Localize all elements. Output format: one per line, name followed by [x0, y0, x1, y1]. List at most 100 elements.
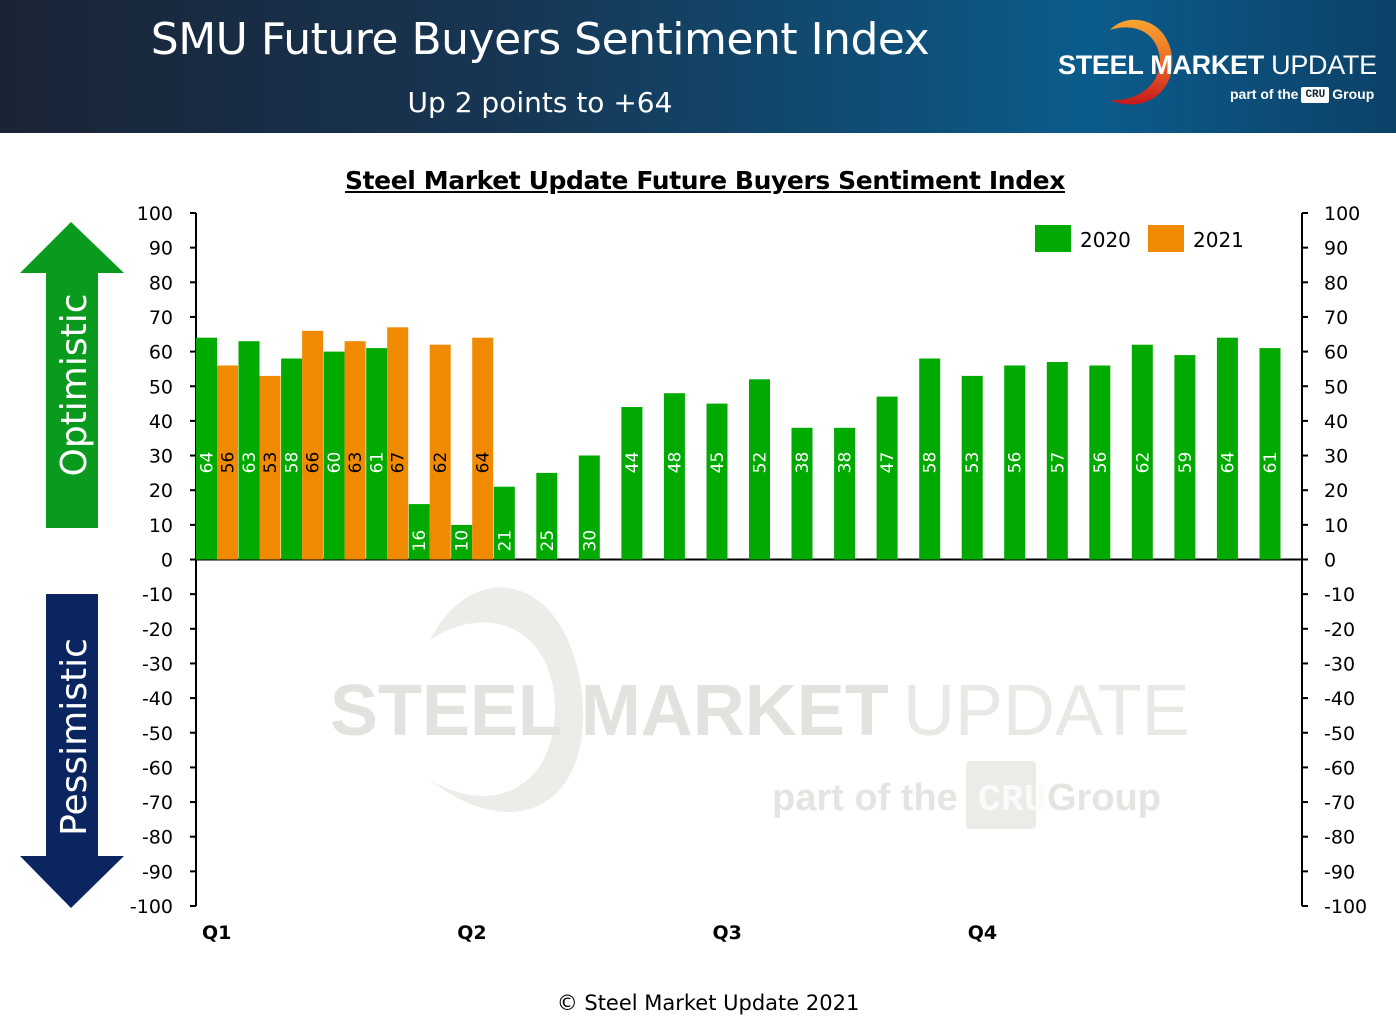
banner-title: SMU Future Buyers Sentiment Index	[150, 14, 930, 65]
cru-badge: CRU	[1301, 87, 1330, 104]
pessimistic-label: Pessimistic	[54, 638, 95, 836]
bar-label-2021: 64	[474, 452, 494, 474]
bar-2020	[366, 348, 388, 560]
bar-label-2020: 56	[1091, 452, 1111, 474]
bar-2020	[834, 427, 856, 560]
bar-2020	[1174, 355, 1196, 560]
bar-label-2020: 62	[1133, 452, 1153, 474]
right-tick-label: -10	[1324, 584, 1355, 606]
watermark-cru-text: CRU	[978, 779, 1046, 822]
bar-2020	[196, 337, 217, 560]
right-tick-label: 60	[1324, 342, 1348, 364]
bar-2021	[472, 337, 494, 560]
logo-brand-light: UPDATE	[1271, 50, 1377, 80]
right-tick-label: -40	[1324, 688, 1355, 710]
smu-logo: STEEL MARKET UPDATE part of the CRU Group	[1050, 10, 1390, 125]
bar-label-2021: 62	[431, 452, 451, 474]
optimistic-arrow: Optimistic	[20, 222, 124, 528]
left-tick-label: -90	[142, 861, 173, 883]
pessimistic-arrow: Pessimistic	[20, 594, 124, 908]
logo-sub-suffix: Group	[1332, 86, 1375, 102]
bar-label-2020: 48	[665, 452, 685, 474]
bar-label-2021: 67	[389, 452, 409, 474]
watermark: STEEL MARKET UPDATE part of the CRU Grou…	[330, 587, 1190, 829]
left-tick-label: -50	[142, 723, 173, 745]
watermark-brand-bold: STEEL MARKET	[330, 671, 889, 751]
bar-2020	[408, 504, 430, 560]
logo-crescent-icon	[1110, 19, 1173, 105]
bar-label-2020: 56	[1006, 452, 1026, 474]
bar-2021	[387, 327, 409, 560]
bar-2020	[1046, 362, 1068, 560]
bar-label-2020: 63	[240, 452, 260, 474]
bars	[196, 327, 1281, 560]
right-tick-label: 0	[1324, 550, 1336, 572]
quarter-label-q4: Q4	[968, 922, 997, 944]
right-tick-label: 70	[1324, 307, 1348, 329]
chart-title: Steel Market Update Future Buyers Sentim…	[345, 166, 1065, 195]
bar-label-2021: 53	[261, 452, 281, 474]
left-tick-label: 50	[149, 376, 173, 398]
left-tick-label: -30	[142, 653, 173, 675]
right-tick-label: -80	[1324, 827, 1355, 849]
bar-label-2021: 66	[304, 452, 324, 474]
legend: 2020 2021	[1035, 225, 1244, 252]
bar-label-2020: 38	[836, 452, 856, 474]
left-tick-label: -20	[142, 619, 173, 641]
left-tick-label: 70	[149, 307, 173, 329]
bar-2020	[791, 427, 813, 560]
right-tick-label: -100	[1324, 896, 1367, 918]
left-tick-label: 100	[137, 203, 173, 225]
bar-label-2020: 60	[325, 452, 345, 474]
right-tick-label: 40	[1324, 411, 1348, 433]
bar-label-2020: 10	[453, 530, 473, 552]
bar-label-2021: 56	[219, 452, 239, 474]
quarter-label-q1: Q1	[202, 922, 231, 944]
right-tick-label: -70	[1324, 792, 1355, 814]
bar-label-2020: 30	[580, 530, 600, 552]
logo-sub-prefix: part of the	[1230, 86, 1299, 102]
bar-2020	[493, 486, 515, 560]
up-arrow-icon	[20, 222, 124, 528]
logo-brand-bold: STEEL MARKET	[1058, 50, 1264, 80]
bar-2020	[919, 358, 941, 560]
left-tick-label: -60	[142, 757, 173, 779]
optimistic-label: Optimistic	[54, 293, 95, 476]
header-banner: SMU Future Buyers Sentiment Index Up 2 p…	[0, 0, 1396, 133]
bar-2020	[876, 396, 898, 560]
right-tick-label: 50	[1324, 376, 1348, 398]
bar-label-2020: 45	[708, 452, 728, 474]
bar-2021	[344, 341, 366, 560]
bar-label-2020: 57	[1048, 452, 1068, 474]
watermark-cru-box	[966, 761, 1036, 829]
bar-2020	[1259, 348, 1281, 560]
right-tick-label: -20	[1324, 619, 1355, 641]
quarter-labels: Q1 Q2 Q3 Q4	[202, 922, 997, 944]
left-tick-label: 10	[149, 515, 173, 537]
left-tick-label: 0	[161, 550, 173, 572]
bar-2020	[663, 393, 685, 560]
bar-label-2020: 64	[198, 452, 218, 474]
right-tick-label: 10	[1324, 515, 1348, 537]
bar-2021	[302, 330, 324, 560]
bar-label-2020: 61	[1261, 452, 1281, 474]
bar-2020	[281, 358, 303, 560]
left-tick-label: 60	[149, 342, 173, 364]
left-tick-label: -70	[142, 792, 173, 814]
bar-label-2020: 25	[538, 530, 558, 552]
bar-2021	[429, 344, 451, 560]
bar-2020	[536, 472, 558, 560]
copyright-footer: © Steel Market Update 2021	[556, 991, 860, 1015]
logo-tagline: part of the CRU Group	[1230, 86, 1375, 104]
right-tick-label: 30	[1324, 446, 1348, 468]
banner-subtitle: Up 2 points to +64	[0, 86, 1080, 119]
right-tick-label: -90	[1324, 861, 1355, 883]
bar-2020	[1089, 365, 1111, 560]
right-tick-label: 80	[1324, 272, 1348, 294]
legend-label-2021: 2021	[1193, 228, 1244, 252]
legend-swatch-2020	[1035, 225, 1071, 252]
left-tick-label: -10	[142, 584, 173, 606]
